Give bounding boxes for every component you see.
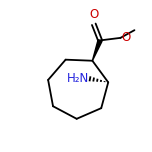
Text: O: O — [121, 31, 130, 44]
Text: O: O — [89, 8, 98, 21]
Polygon shape — [92, 40, 102, 61]
Text: H₂N: H₂N — [67, 72, 89, 85]
